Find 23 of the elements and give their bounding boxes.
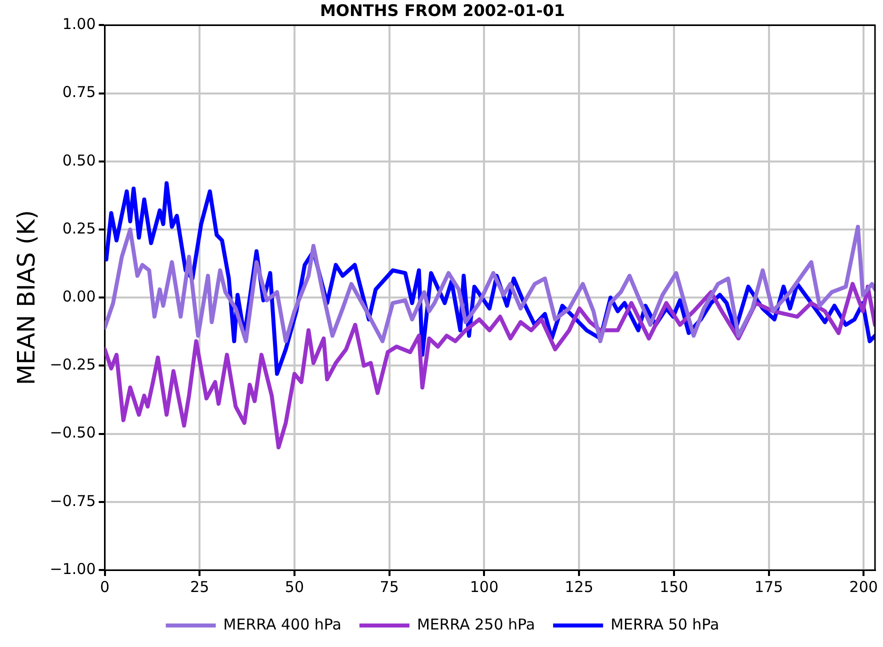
legend-label: MERRA 400 hPa [223, 615, 342, 634]
y-tick-label: 0.00 [62, 287, 96, 306]
x-tick-label: 150 [660, 578, 688, 596]
y-tick-label: 0.75 [62, 83, 96, 102]
y-tick-label: −0.75 [50, 492, 96, 510]
x-tick-label: 50 [284, 578, 304, 596]
y-tick-label: −0.25 [50, 356, 96, 374]
y-tick-label: −0.50 [50, 424, 96, 442]
x-tick-label: 125 [564, 578, 594, 596]
x-tick-label: 0 [100, 578, 110, 596]
x-tick-label: 100 [470, 578, 499, 596]
legend-label: MERRA 250 hPa [416, 615, 536, 634]
x-tick-label: 25 [190, 578, 210, 596]
y-tick-label: 0.25 [62, 219, 96, 238]
chart-title: MONTHS FROM 2002-01-01 [320, 0, 565, 20]
y-axis-title: MEAN BIAS (K) [12, 210, 41, 386]
y-tick-label: −1.00 [50, 560, 96, 578]
legend-label: MERRA 50 hPa [610, 615, 720, 634]
y-tick-label: 0.50 [62, 151, 96, 170]
x-tick-label: 200 [849, 578, 878, 596]
y-tick-label: 1.00 [62, 15, 96, 34]
x-tick-label: 175 [754, 578, 784, 596]
x-tick-label: 75 [380, 578, 399, 596]
